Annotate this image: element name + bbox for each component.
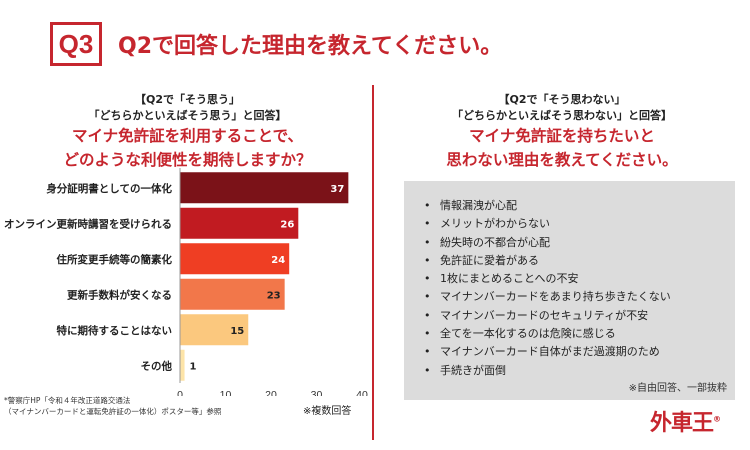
category-label: 身分証明書としての一体化	[46, 182, 172, 195]
header: Q3 Q2で回答した理由を教えてください。	[50, 22, 502, 66]
reason-item: 情報漏洩が心配	[424, 197, 735, 216]
reason-item: マイナンバーカード自体がまだ過渡期のため	[424, 343, 735, 362]
reason-item: マイナンバーカードのセキュリティが不安	[424, 307, 735, 326]
left-condition-line1: 【Q2で「そう思う」	[134, 93, 240, 106]
reason-item: マイナンバーカードをあまり持ち歩きたくない	[424, 288, 735, 307]
right-condition-line1: 【Q2で「そう思わない」	[498, 93, 626, 106]
left-question-block: 【Q2で「そう思う」 「どちらかといえばそう思う」と回答】 マイナ免許証を利用す…	[20, 92, 355, 172]
x-tick-label: 30	[311, 389, 323, 396]
left-question-line1: マイナ免許証を利用することで、	[71, 127, 304, 145]
right-question-block: 【Q2で「そう思わない」 「どちらかといえばそう思わない」と回答】 マイナ免許証…	[392, 92, 732, 172]
left-question-line2: どのような利便性を期待しますか？	[63, 151, 312, 169]
benefits-bar-chart: 身分証明書としての一体化 37 オンライン更新時講習を受けられる 26 住所変更手続等の…	[4, 168, 368, 396]
reason-item: 手続きが面倒	[424, 362, 735, 381]
bar	[180, 314, 249, 346]
page-title: Q2で回答した理由を教えてください。	[118, 34, 503, 59]
category-label: 更新手数料が安くなる	[67, 288, 172, 301]
data-label: 26	[280, 219, 294, 230]
free-answer-note: ※自由回答、一部抜粋	[628, 383, 727, 394]
category-label: その他	[141, 359, 173, 372]
category-label: オンライン更新時講習を受けられる	[4, 217, 172, 230]
bar	[180, 278, 285, 310]
reason-item: 免許証に愛着がある	[424, 252, 735, 271]
left-condition-line2: 「どちらかといえばそう思う」と回答】	[88, 109, 287, 122]
data-label: 1	[190, 361, 197, 372]
right-condition-line2: 「どちらかといえばそう思わない」と回答】	[452, 109, 672, 122]
bar	[180, 172, 349, 204]
x-tick-label: 10	[220, 389, 232, 396]
x-tick-label: 0	[177, 389, 183, 396]
data-label: 37	[330, 184, 344, 195]
x-tick-label: 20	[265, 389, 277, 396]
reason-item: 全てを一本化するのは危険に感じる	[424, 325, 735, 344]
bar	[180, 207, 299, 239]
bar	[180, 349, 185, 381]
brand-logo-text: 外車王	[650, 411, 714, 436]
category-label: 住所変更手続等の簡素化	[57, 253, 173, 266]
question-number-badge: Q3	[50, 22, 102, 66]
reasons-list: 情報漏洩が心配 メリットがわからない 紛失時の不都合が心配 免許証に愛着がある …	[424, 197, 735, 380]
data-label: 23	[267, 290, 281, 301]
reason-item: 紛失時の不都合が心配	[424, 234, 735, 253]
section-divider	[372, 85, 374, 440]
reason-item: メリットがわからない	[424, 215, 735, 234]
brand-logo: 外車王®	[650, 405, 721, 437]
source-note-line2: （マイナンバーカードと運転免許証の一体化）ポスター等」参照	[4, 407, 222, 416]
data-label: 15	[230, 326, 244, 337]
source-note-line1: *警察庁HP「令和４年改正道路交通法	[4, 396, 131, 405]
bar	[180, 243, 290, 275]
reason-item: 1枚にまとめることへの不安	[424, 270, 735, 289]
registered-mark: ®	[713, 414, 721, 424]
category-label: 特に期待することはない	[57, 324, 173, 337]
right-question-line1: マイナ免許証を持ちたいと	[469, 127, 655, 145]
data-label: 24	[271, 255, 285, 266]
multiple-answer-note: ※複数回答	[303, 406, 352, 417]
source-note: *警察庁HP「令和４年改正道路交通法 （マイナンバーカードと運転免許証の一体化）…	[4, 395, 221, 417]
right-question-line2: 思わない理由を教えてください。	[446, 151, 678, 169]
x-tick-label: 40	[356, 389, 368, 396]
reasons-panel: 情報漏洩が心配 メリットがわからない 紛失時の不都合が心配 免許証に愛着がある …	[404, 181, 735, 400]
